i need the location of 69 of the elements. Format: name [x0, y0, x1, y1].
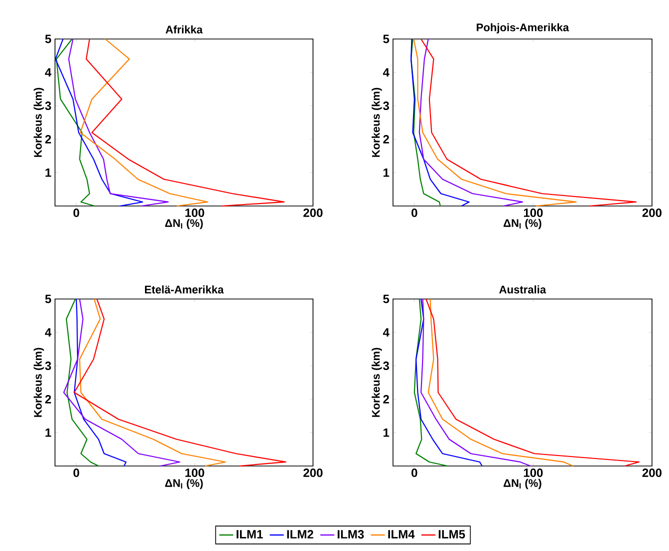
y-tick-label: 4 [382, 68, 390, 77]
x-tick-label: 0 [412, 468, 418, 478]
line-series [79, 298, 226, 467]
y-axis-title: Korkeus (km) [34, 348, 44, 417]
chart-title: Pohjois-Amerikka [476, 23, 570, 34]
y-tick-label: 1 [46, 168, 52, 177]
x-tick-label: 100 [185, 208, 204, 218]
x-tick-label: 100 [185, 468, 204, 478]
y-tick-label: 4 [44, 68, 52, 77]
y-axis-title: Korkeus (km) [372, 88, 382, 157]
x-tick-label: 200 [303, 208, 323, 218]
y-tick-label: 5 [383, 34, 390, 44]
line-series [420, 38, 637, 207]
y-tick-label: 5 [45, 34, 52, 44]
y-tick-label: 2 [45, 135, 51, 144]
line-series [68, 38, 169, 207]
y-tick-label: 3 [45, 362, 52, 370]
y-tick-label: 1 [384, 168, 390, 177]
legend-label: ILM5 [438, 530, 465, 538]
y-tick-label: 3 [45, 102, 52, 110]
y-tick-label: 1 [46, 428, 52, 437]
line-series [418, 38, 524, 207]
y-tick-label: 4 [382, 328, 390, 337]
line-series [63, 298, 180, 467]
x-tick-label: 100 [524, 468, 543, 478]
line-series [428, 298, 574, 467]
y-axis-title: Korkeus (km) [34, 88, 44, 157]
y-tick-label: 2 [383, 135, 389, 144]
line-series [74, 298, 286, 467]
line-series [425, 298, 640, 467]
line-series [410, 38, 470, 207]
y-tick-label: 1 [384, 428, 390, 437]
line-series [413, 38, 577, 207]
y-tick-label: 3 [383, 102, 390, 110]
line-series [56, 38, 96, 207]
line-series [420, 298, 532, 467]
line-series [414, 298, 448, 467]
y-tick-label: 4 [44, 328, 52, 337]
line-series [54, 38, 144, 207]
line-series [66, 298, 100, 467]
y-tick-label: 5 [45, 294, 52, 304]
legend-label: ILM2 [287, 530, 314, 538]
legend-label: ILM3 [338, 530, 364, 539]
x-axis-title: ΔN$_{I}$ (%) [504, 478, 542, 490]
legend-label: ILM4 [388, 530, 415, 538]
x-tick-label: 100 [524, 208, 543, 218]
y-tick-label: 5 [383, 294, 390, 304]
x-axis-title: ΔN$_{I}$ (%) [165, 218, 203, 230]
x-tick-label: 200 [642, 208, 662, 218]
line-series [74, 298, 127, 467]
x-tick-label: 0 [412, 208, 418, 218]
x-axis-title: ΔN$_{I}$ (%) [165, 478, 203, 490]
line-series [80, 38, 208, 207]
line-series [416, 298, 483, 467]
chart-title: Etelä-Amerikka [145, 285, 224, 294]
line-series [410, 38, 441, 207]
x-tick-label: 200 [642, 468, 662, 478]
x-tick-label: 0 [73, 208, 80, 218]
y-axis-title: Korkeus (km) [372, 348, 382, 417]
chart-title: Australia [499, 285, 546, 294]
y-tick-label: 2 [45, 395, 51, 404]
line-series [86, 38, 285, 207]
x-axis-title: ΔN$_{I}$ (%) [504, 218, 542, 230]
chart-title: Afrikka [166, 25, 203, 34]
legend-label: ILM1 [236, 530, 263, 538]
x-tick-label: 0 [73, 468, 80, 478]
y-tick-label: 2 [383, 395, 389, 404]
y-tick-label: 3 [383, 362, 390, 370]
x-tick-label: 200 [303, 468, 323, 478]
